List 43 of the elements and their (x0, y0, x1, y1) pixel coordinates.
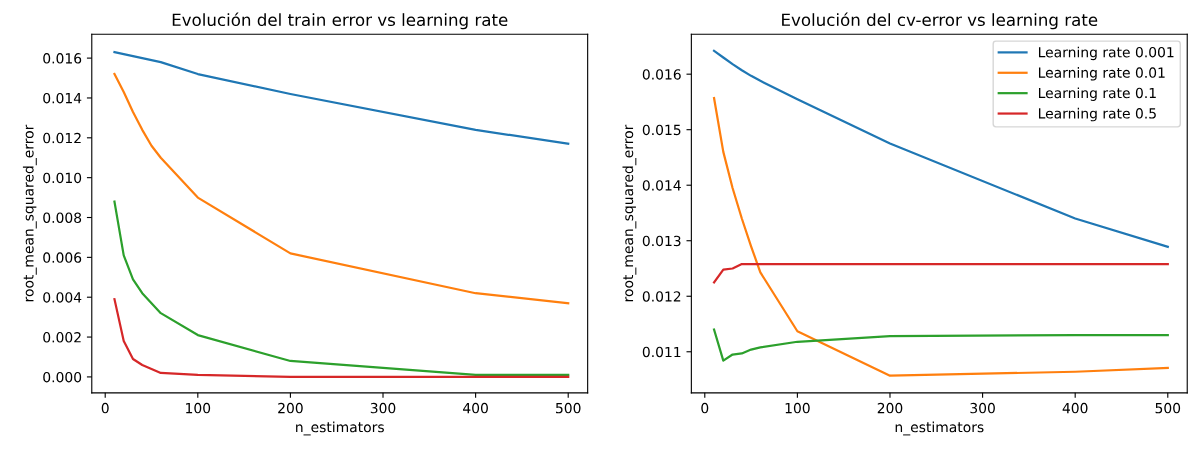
line-series (113, 298, 570, 379)
y-tick-label: 0.014 (43, 92, 82, 104)
line-series (712, 328, 1169, 362)
x-tick-label: 0 (101, 402, 109, 414)
chart-title: Evolución del cv-error vs learning rate (782, 12, 1098, 30)
y-tick-label: 0.014 (642, 180, 681, 191)
y-tick-label: 0.000 (43, 371, 82, 383)
y-tick-label: 0.013 (642, 235, 681, 247)
line-series (113, 51, 570, 145)
y-axis-title: root_mean_squared_error (622, 124, 637, 302)
line-series (113, 72, 570, 305)
y-tick-label: 0.004 (43, 292, 82, 303)
y-tick-label: 0.011 (642, 346, 681, 358)
legend-label: Learning rate 0.5 (1038, 107, 1156, 122)
x-tick-label: 400 (463, 402, 488, 414)
x-axis-title: n_estimators (296, 421, 384, 436)
y-tick-label: 0.006 (43, 252, 82, 263)
x-axis-title: n_estimators (895, 421, 984, 436)
y-tick-label: 0.016 (43, 53, 82, 64)
x-tick-label: 500 (556, 402, 581, 414)
x-tick-label: 400 (1062, 402, 1088, 414)
x-tick-label: 300 (370, 402, 396, 414)
legend-label: Learning rate 0.1 (1038, 87, 1156, 101)
x-tick-label: 300 (970, 402, 995, 414)
chart-title: Evolución del train error vs learning rate (172, 12, 508, 30)
y-tick-label: 0.002 (43, 332, 81, 343)
x-tick-label: 200 (278, 402, 303, 414)
x-tick-label: 500 (1155, 402, 1181, 414)
y-tick-label: 0.010 (43, 172, 82, 184)
line-series (712, 262, 1169, 284)
y-axis-title: root_mean_squared_error (22, 124, 37, 302)
line-series (113, 200, 570, 377)
x-tick-label: 200 (877, 402, 903, 414)
y-tick-label: 0.016 (642, 69, 681, 80)
y-tick-label: 0.012 (43, 132, 81, 144)
legend-label: Learning rate 0.01 (1038, 67, 1165, 81)
legend-label: Learning rate 0.001 (1038, 46, 1174, 61)
y-tick-label: 0.012 (642, 291, 681, 302)
x-tick-label: 100 (186, 402, 211, 414)
x-tick-label: 0 (701, 402, 709, 414)
x-tick-label: 100 (785, 402, 810, 414)
y-tick-label: 0.008 (43, 212, 82, 223)
y-tick-label: 0.015 (642, 124, 681, 136)
